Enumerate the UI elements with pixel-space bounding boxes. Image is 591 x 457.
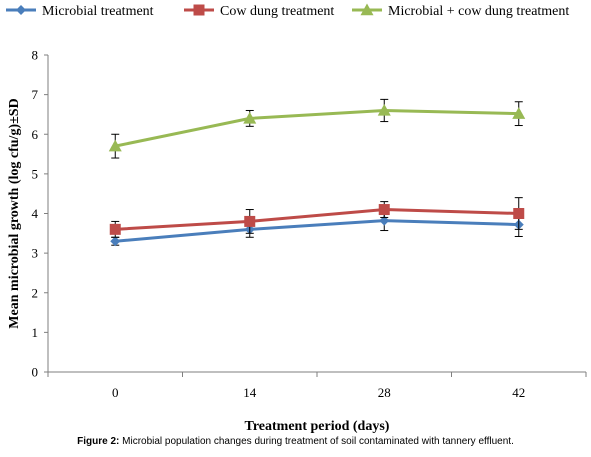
series-line [115,219,519,243]
x-tick-label: 14 [243,385,257,400]
y-tick-label: 3 [32,246,39,261]
data-point-square [193,4,205,16]
data-point-triangle [360,3,374,16]
series-3 [108,98,526,159]
figure-caption: Figure 2: Microbial population changes d… [0,436,591,447]
y-tick-label: 2 [32,285,39,300]
data-point-square [378,204,390,216]
x-tick-label: 0 [112,385,119,400]
data-point-triangle [108,139,122,152]
caption-label: Figure 2: [77,436,120,447]
y-tick-label: 7 [32,87,39,102]
data-point-square [513,208,525,219]
y-tick-label: 4 [32,206,39,221]
caption-text: Microbial population changes during trea… [122,436,514,447]
series-1 [110,210,524,247]
line-chart: 0 1 2 3 4 5 6 7 8 0 14 28 42 Treatment period (days) M… [6,3,587,434]
data-point-triangle [512,107,526,119]
data-point-square [109,223,121,235]
x-tick-label: 28 [378,385,391,400]
legend-label: Microbial treatment [42,4,154,19]
legend-item-1: Microbial treatment [6,4,154,19]
data-point-diamond [110,236,121,247]
data-point-square [244,215,256,227]
x-axis-title: Treatment period (days) [245,419,390,434]
series-2 [109,197,525,238]
y-tick-label: 6 [32,127,39,142]
legend-item-3: Microbial + cow dung treatment [352,3,569,19]
data-point-diamond [379,215,390,226]
series-line [114,108,519,148]
legend-item-2: Cow dung treatment [184,4,334,19]
y-axis-title: Mean microbial growth (log cfu/g)±SD [7,98,22,328]
y-tick-label: 8 [32,48,39,63]
data-point-diamond [16,5,26,15]
series-line [115,208,519,231]
data-point-triangle [377,103,391,116]
data-point-triangle [243,111,257,124]
y-tick-label: 1 [32,325,39,340]
x-tick-label: 42 [512,385,525,400]
y-tick-label: 5 [32,166,39,181]
y-tick-label: 0 [32,365,39,380]
legend-label: Microbial + cow dung treatment [388,4,569,19]
legend-label: Cow dung treatment [220,4,334,19]
